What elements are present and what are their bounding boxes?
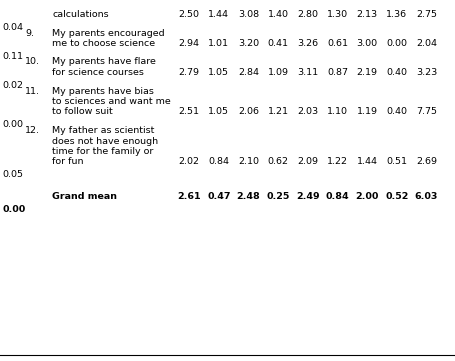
Text: 1.05: 1.05 bbox=[208, 108, 229, 117]
Text: 0.84: 0.84 bbox=[325, 192, 349, 201]
Text: 1.36: 1.36 bbox=[385, 10, 406, 19]
Text: 1.21: 1.21 bbox=[267, 108, 288, 117]
Text: to sciences and want me: to sciences and want me bbox=[52, 97, 171, 106]
Text: 2.79: 2.79 bbox=[178, 68, 199, 77]
Text: 2.00: 2.00 bbox=[354, 192, 378, 201]
Text: 9.: 9. bbox=[25, 29, 34, 38]
Text: 7.75: 7.75 bbox=[415, 108, 436, 117]
Text: 1.01: 1.01 bbox=[208, 39, 229, 48]
Text: 1.44: 1.44 bbox=[356, 157, 377, 166]
Text: does not have enough: does not have enough bbox=[52, 136, 158, 145]
Text: 0.62: 0.62 bbox=[267, 157, 288, 166]
Text: 3.20: 3.20 bbox=[238, 39, 258, 48]
Text: 0.00: 0.00 bbox=[2, 205, 25, 214]
Text: 2.51: 2.51 bbox=[178, 108, 199, 117]
Text: My parents have flare: My parents have flare bbox=[52, 57, 156, 66]
Text: 2.10: 2.10 bbox=[238, 157, 258, 166]
Text: 1.40: 1.40 bbox=[267, 10, 288, 19]
Text: 0.40: 0.40 bbox=[385, 68, 406, 77]
Text: 2.84: 2.84 bbox=[238, 68, 258, 77]
Text: 2.49: 2.49 bbox=[295, 192, 319, 201]
Text: 11.: 11. bbox=[25, 87, 40, 96]
Text: 0.61: 0.61 bbox=[326, 39, 347, 48]
Text: 2.75: 2.75 bbox=[415, 10, 436, 19]
Text: 0.05: 0.05 bbox=[2, 170, 23, 179]
Text: 1.19: 1.19 bbox=[356, 108, 377, 117]
Text: 2.06: 2.06 bbox=[238, 108, 258, 117]
Text: 1.05: 1.05 bbox=[208, 68, 229, 77]
Text: 3.23: 3.23 bbox=[415, 68, 436, 77]
Text: 2.13: 2.13 bbox=[356, 10, 377, 19]
Text: 0.51: 0.51 bbox=[385, 157, 406, 166]
Text: 0.02: 0.02 bbox=[2, 81, 23, 90]
Text: 2.02: 2.02 bbox=[178, 157, 199, 166]
Text: 0.52: 0.52 bbox=[384, 192, 408, 201]
Text: 10.: 10. bbox=[25, 57, 40, 66]
Text: Grand mean: Grand mean bbox=[52, 192, 117, 201]
Text: 0.00: 0.00 bbox=[385, 39, 406, 48]
Text: 0.00: 0.00 bbox=[2, 121, 23, 129]
Text: 1.10: 1.10 bbox=[326, 108, 347, 117]
Text: My father as scientist: My father as scientist bbox=[52, 126, 155, 135]
Text: calculations: calculations bbox=[52, 10, 109, 19]
Text: 1.22: 1.22 bbox=[326, 157, 347, 166]
Text: 0.04: 0.04 bbox=[2, 23, 23, 32]
Text: 0.87: 0.87 bbox=[326, 68, 347, 77]
Text: 2.69: 2.69 bbox=[415, 157, 436, 166]
Text: 3.00: 3.00 bbox=[356, 39, 377, 48]
Text: 2.09: 2.09 bbox=[297, 157, 318, 166]
Text: My parents encouraged: My parents encouraged bbox=[52, 29, 165, 38]
Text: 0.40: 0.40 bbox=[385, 108, 406, 117]
Text: 1.30: 1.30 bbox=[326, 10, 347, 19]
Text: 3.26: 3.26 bbox=[297, 39, 318, 48]
Text: time for the family or: time for the family or bbox=[52, 147, 153, 156]
Text: 0.84: 0.84 bbox=[208, 157, 229, 166]
Text: 1.09: 1.09 bbox=[267, 68, 288, 77]
Text: 2.61: 2.61 bbox=[177, 192, 201, 201]
Text: 0.47: 0.47 bbox=[207, 192, 230, 201]
Text: 3.11: 3.11 bbox=[297, 68, 318, 77]
Text: 3.08: 3.08 bbox=[238, 10, 258, 19]
Text: 2.80: 2.80 bbox=[297, 10, 318, 19]
Text: for fun: for fun bbox=[52, 157, 84, 166]
Text: for science courses: for science courses bbox=[52, 68, 144, 77]
Text: 0.25: 0.25 bbox=[266, 192, 289, 201]
Text: 2.03: 2.03 bbox=[297, 108, 318, 117]
Text: 2.94: 2.94 bbox=[178, 39, 199, 48]
Text: 2.50: 2.50 bbox=[178, 10, 199, 19]
Text: 2.04: 2.04 bbox=[415, 39, 436, 48]
Text: 2.48: 2.48 bbox=[236, 192, 260, 201]
Text: to follow suit: to follow suit bbox=[52, 108, 113, 117]
Text: 6.03: 6.03 bbox=[414, 192, 437, 201]
Text: 2.19: 2.19 bbox=[356, 68, 377, 77]
Text: 12.: 12. bbox=[25, 126, 40, 135]
Text: 0.11: 0.11 bbox=[2, 52, 23, 61]
Text: me to choose science: me to choose science bbox=[52, 39, 155, 48]
Text: 1.44: 1.44 bbox=[208, 10, 229, 19]
Text: My parents have bias: My parents have bias bbox=[52, 87, 154, 96]
Text: 0.41: 0.41 bbox=[267, 39, 288, 48]
